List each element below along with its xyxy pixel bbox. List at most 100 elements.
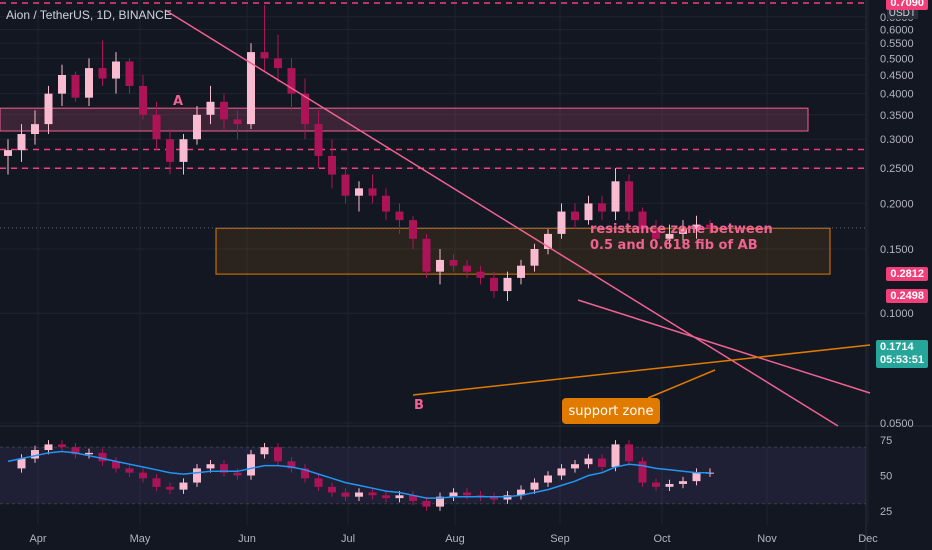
bar-countdown: 05:53:51 <box>879 354 924 366</box>
candle-body-43 <box>584 203 593 221</box>
time-axis-label-2: Jun <box>238 533 256 545</box>
candle-body-35 <box>476 271 485 278</box>
rsi-bar-3 <box>44 444 53 451</box>
support-trendline <box>412 344 871 396</box>
resistance-label-line2: 0.5 and 0.618 fib of AB <box>590 238 758 253</box>
rsi-bar-43 <box>584 458 593 465</box>
rsi-bar-26 <box>355 492 363 497</box>
time-axis-label-5: Sep <box>550 533 570 545</box>
candle-body-19 <box>260 52 269 59</box>
candle-body-26 <box>355 188 363 196</box>
time-axis-label-8: Dec <box>858 533 878 545</box>
rsi-bar-49 <box>665 483 674 487</box>
price-axis-label-4: 0.4500 <box>880 70 914 82</box>
candle-body-39 <box>530 249 539 266</box>
candle-body-10 <box>139 85 147 115</box>
candle-body-23 <box>314 124 323 156</box>
currency-badge: USDT <box>886 8 918 19</box>
rsi-axis-label-2: 25 <box>880 506 892 518</box>
candle-body-30 <box>409 220 417 239</box>
rsi-bar-22 <box>301 468 309 479</box>
rsi-bar-47 <box>638 461 647 483</box>
current-price: 0.1714 <box>879 341 914 353</box>
rsi-bar-50 <box>679 481 687 484</box>
price-tag-0.2498: 0.2498 <box>886 289 928 303</box>
price-axis-label-5: 0.4000 <box>880 89 914 101</box>
rsi-bar-41 <box>557 468 566 476</box>
candle-body-12 <box>166 139 174 162</box>
candle-body-40 <box>544 233 552 250</box>
price-axis-label-3: 0.5000 <box>880 53 914 65</box>
price-axis-label-1: 0.6000 <box>880 24 914 36</box>
rsi-bar-45 <box>611 444 620 468</box>
resistance-zone <box>0 107 809 132</box>
price-tag-high: 0.7090 <box>886 0 928 10</box>
rsi-bar-7 <box>98 452 107 462</box>
downtrend-line-minor <box>577 299 871 394</box>
candle-body-50 <box>679 229 687 234</box>
rsi-bar-1 <box>17 458 26 469</box>
price-axis-label-8: 0.2500 <box>880 163 914 175</box>
rsi-bar-4 <box>58 444 66 448</box>
rsi-bar-32 <box>436 496 444 507</box>
candle-body-31 <box>422 238 431 272</box>
rsi-axis-label-1: 50 <box>880 471 892 483</box>
rsi-bar-20 <box>274 447 282 462</box>
rsi-bar-48 <box>652 482 660 487</box>
candle-body-0 <box>4 150 12 156</box>
candle-body-36 <box>490 277 498 292</box>
time-axis-label-7: Nov <box>757 533 777 545</box>
rsi-bar-14 <box>193 468 201 483</box>
candle-body-51 <box>692 224 701 230</box>
time-axis-label-0: Apr <box>29 533 46 545</box>
candle-body-28 <box>382 195 390 212</box>
rsi-bar-21 <box>287 461 296 469</box>
rsi-bar-39 <box>530 482 539 490</box>
support-zone-callout: support zone <box>562 398 660 424</box>
rsi-ma-line <box>7 450 710 499</box>
candle-body-15 <box>206 101 215 115</box>
rsi-bar-15 <box>206 464 215 469</box>
candle-body-33 <box>449 259 458 266</box>
candle-body-13 <box>179 139 188 162</box>
rsi-bar-29 <box>395 495 404 499</box>
candle-body-41 <box>557 211 566 234</box>
rsi-bar-13 <box>179 482 188 490</box>
candle-body-6 <box>85 68 93 98</box>
resistance-label-line1: resistance zone between <box>590 222 773 237</box>
candle-body-52 <box>706 224 714 229</box>
rsi-bar-23 <box>314 478 323 487</box>
rsi-bar-44 <box>598 458 606 468</box>
rsi-bar-36 <box>490 496 498 500</box>
candle-body-44 <box>598 203 606 212</box>
candle-body-9 <box>125 61 134 86</box>
rsi-bar-31 <box>422 500 431 507</box>
price-tag-current: 0.1714 05:53:51 <box>875 340 928 368</box>
rsi-bar-8 <box>112 461 120 469</box>
candle-body-18 <box>247 52 255 125</box>
candle-body-7 <box>98 68 107 79</box>
price-axis-label-6: 0.3500 <box>880 110 914 122</box>
price-tag-0.2812: 0.2812 <box>886 267 928 281</box>
candle-body-14 <box>193 114 201 140</box>
candle-body-17 <box>233 119 242 125</box>
candle-body-34 <box>463 265 471 272</box>
time-axis-label-4: Aug <box>445 533 465 545</box>
rsi-bar-12 <box>166 486 174 490</box>
candle-body-29 <box>395 211 404 221</box>
candle-body-4 <box>58 75 66 94</box>
candle-body-8 <box>112 61 120 79</box>
time-axis-label-1: May <box>130 533 151 545</box>
rsi-bar-11 <box>152 478 161 487</box>
candle-body-2 <box>31 124 39 135</box>
rsi-bar-16 <box>220 464 228 473</box>
candle-body-25 <box>341 174 350 196</box>
price-axis-label-9: 0.2000 <box>880 198 914 210</box>
time-axis-label-3: Jul <box>341 533 355 545</box>
time-axis-label-6: Oct <box>653 533 670 545</box>
candle-body-22 <box>301 93 309 125</box>
candle-body-42 <box>571 211 579 221</box>
rsi-bar-6 <box>85 452 93 455</box>
